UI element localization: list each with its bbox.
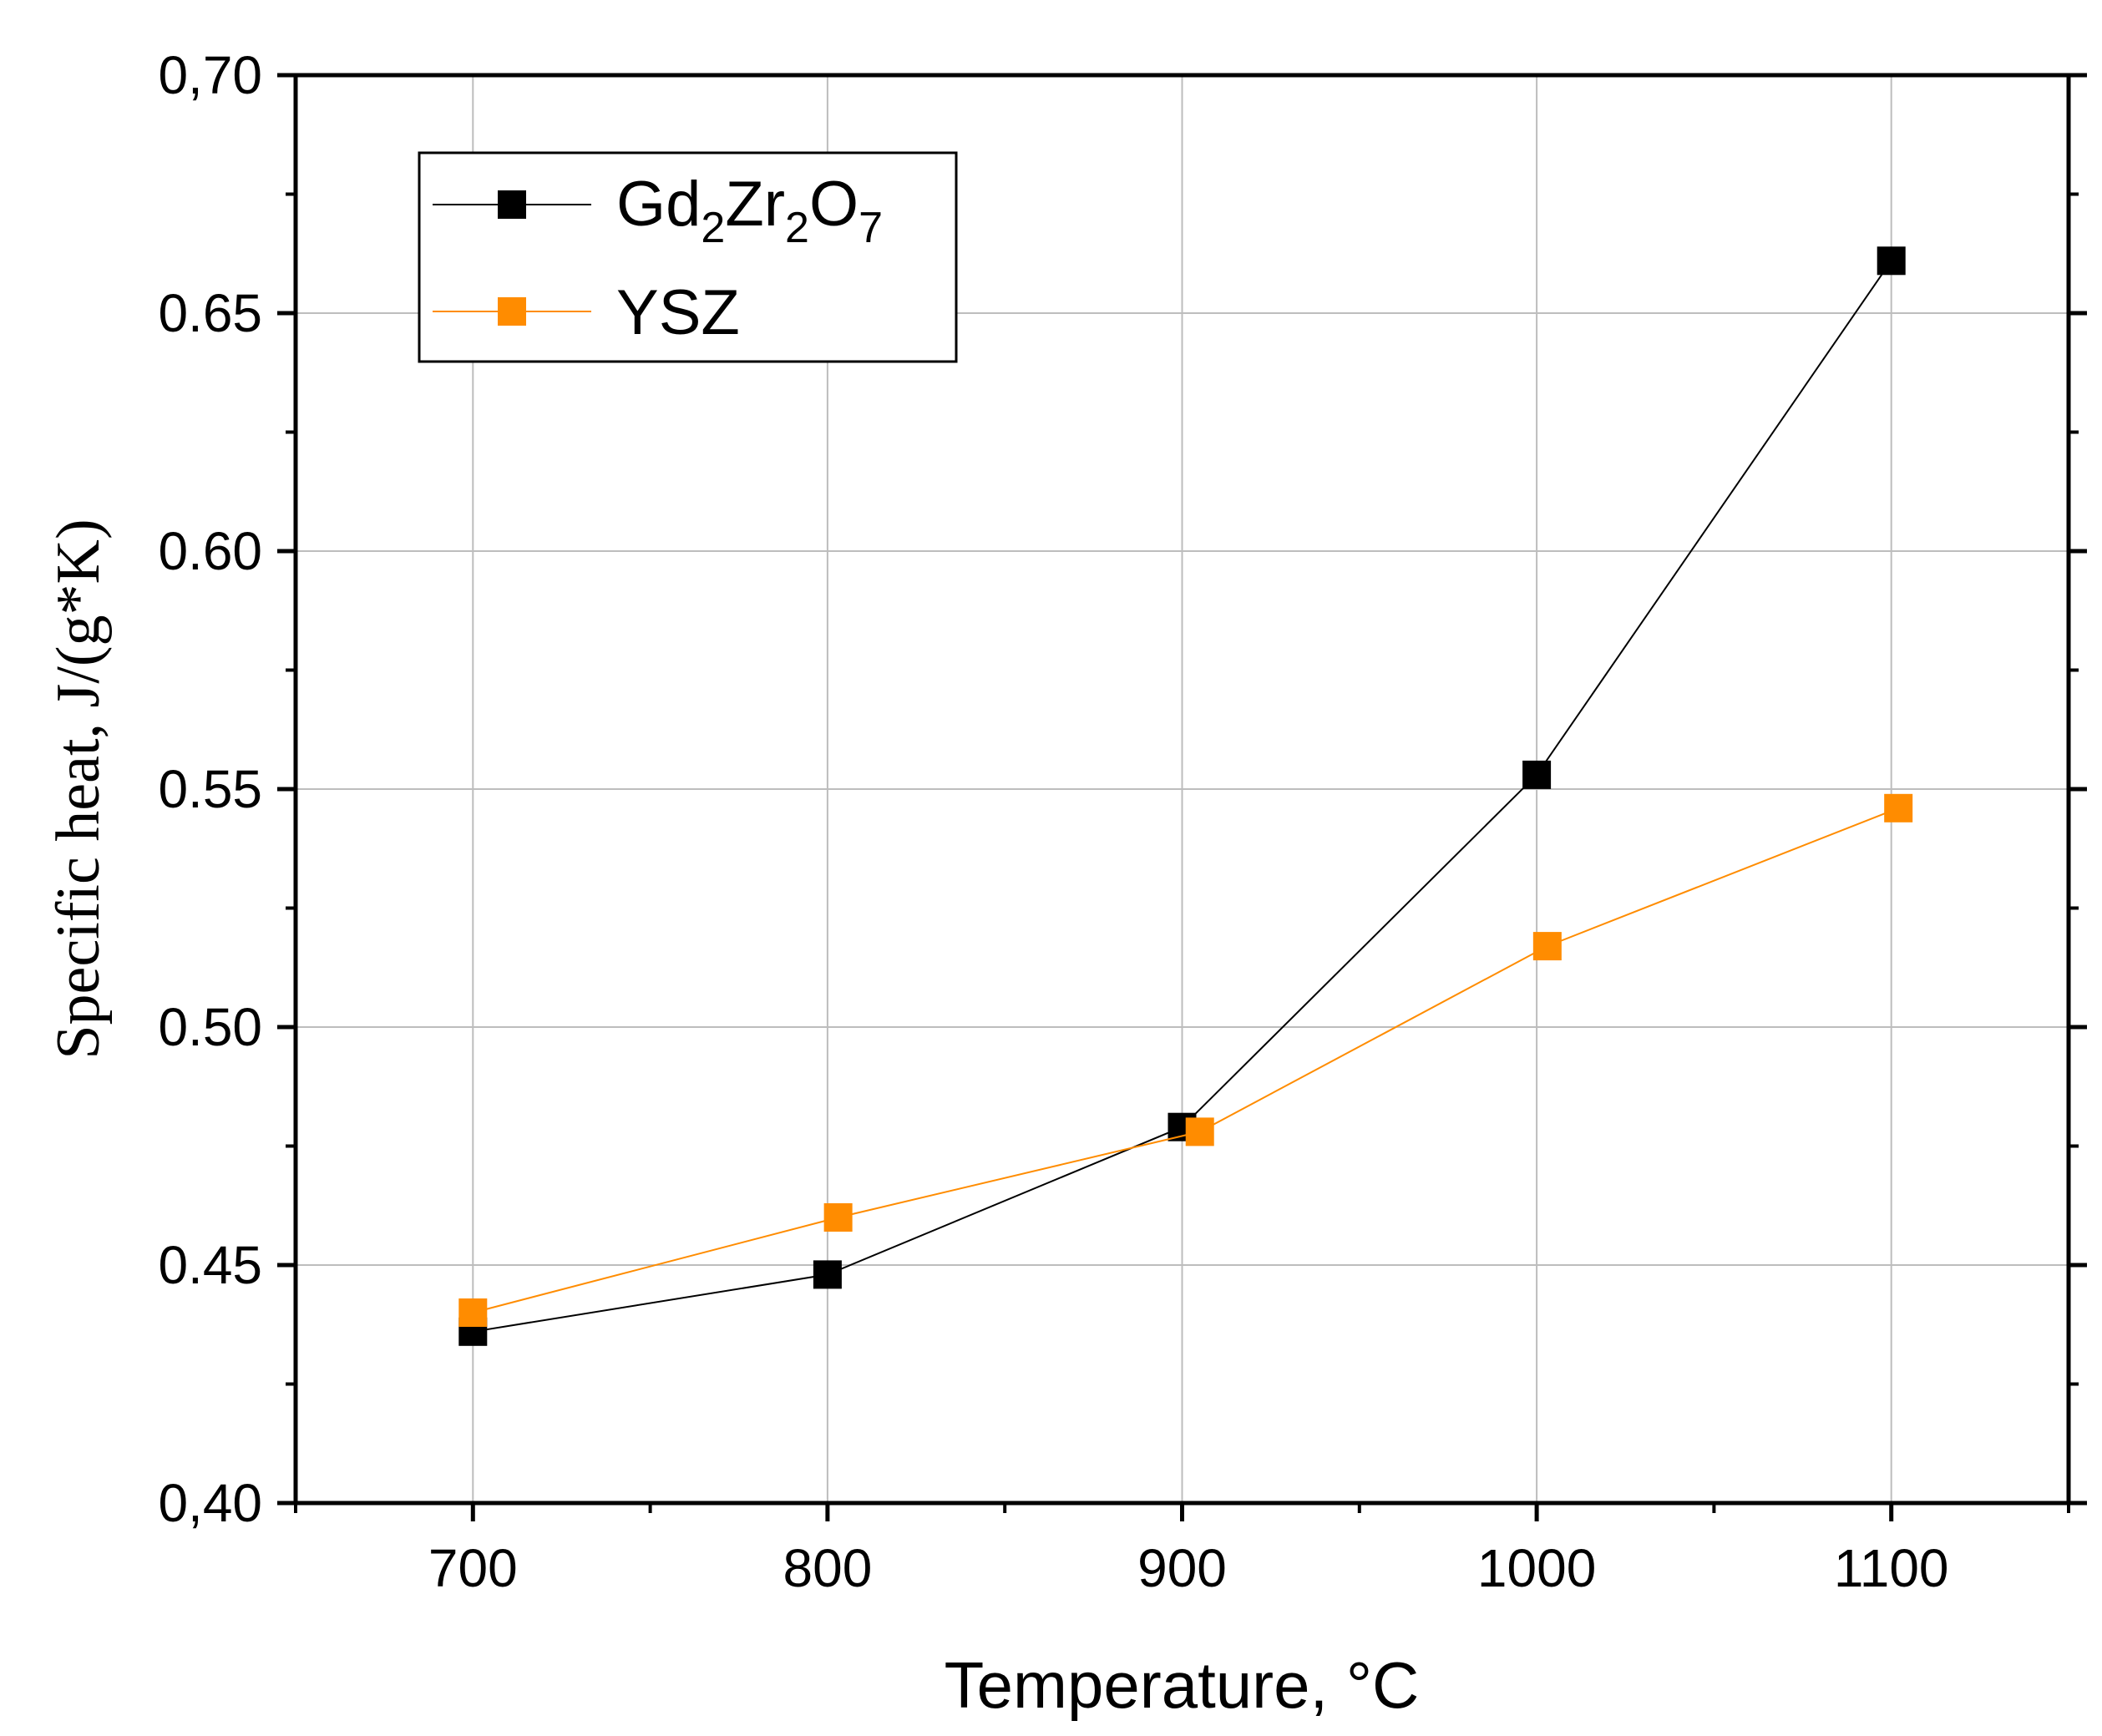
y-tick-label: 0.50 — [158, 997, 262, 1057]
y-tick-label: 0.45 — [158, 1235, 262, 1295]
legend: Gd2Zr2O7 YSZ — [418, 151, 958, 363]
legend-label-gd2zr2o7: Gd2Zr2O7 — [616, 169, 883, 252]
data-point-ysz — [823, 1203, 853, 1232]
legend-label-ysz: YSZ — [616, 277, 740, 348]
x-tick-label: 800 — [783, 1538, 873, 1598]
y-tick-label: 0.65 — [158, 283, 262, 343]
x-tick-label: 700 — [428, 1538, 518, 1598]
x-axis-title: Temperature, °C — [945, 1648, 1420, 1722]
y-tick-label: 0,70 — [158, 45, 262, 105]
legend-box — [418, 151, 958, 363]
data-point-gd2zr2o7 — [813, 1260, 842, 1289]
axis-ticks: 0,40 0.45 0.50 0.55 0.60 0.65 0,70 700 800 900 100… — [158, 45, 2087, 1598]
data-point-gd2zr2o7 — [1877, 246, 1906, 276]
data-point-gd2zr2o7 — [1522, 760, 1552, 789]
legend-marker-ysz — [498, 297, 526, 326]
data-point-ysz — [1884, 793, 1913, 822]
x-tick-label: 900 — [1137, 1538, 1227, 1598]
data-point-ysz — [1532, 932, 1562, 961]
x-tick-label: 1000 — [1477, 1538, 1596, 1598]
data-point-ysz — [458, 1298, 488, 1327]
y-axis-title: Specific heat, J/(g*K) — [44, 519, 113, 1059]
series-line-ysz — [473, 807, 1899, 1313]
y-tick-label: 0.60 — [158, 521, 262, 581]
y-tick-label: 0,40 — [158, 1473, 262, 1533]
series-layer — [458, 246, 1913, 1346]
y-tick-label: 0.55 — [158, 759, 262, 819]
x-tick-label: 1100 — [1834, 1538, 1949, 1598]
legend-marker-gd2zr2o7 — [498, 190, 526, 219]
data-point-ysz — [1185, 1117, 1214, 1146]
